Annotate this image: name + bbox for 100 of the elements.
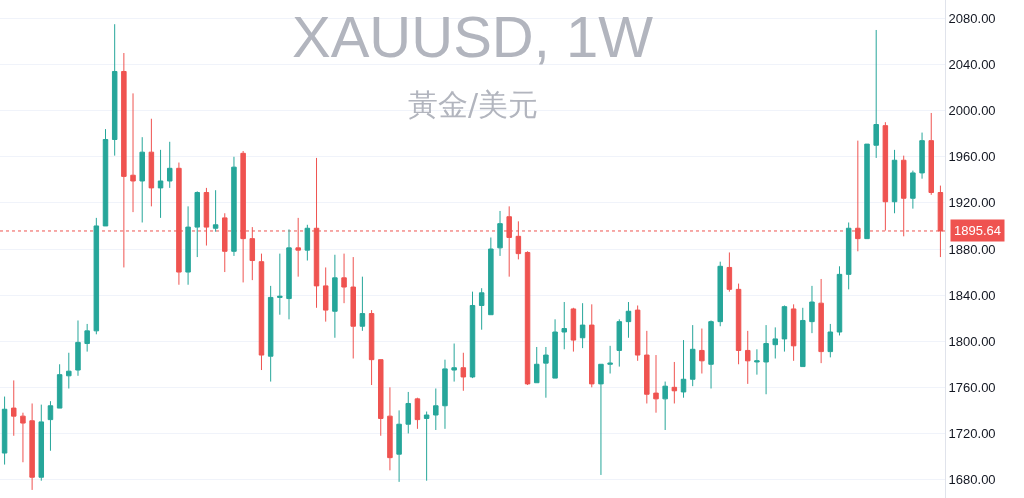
candlestick — [616, 318, 623, 368]
candlestick — [359, 276, 366, 332]
candlestick — [350, 256, 356, 360]
y-tick-label: 2040.00 — [948, 57, 996, 73]
candlestick — [836, 265, 843, 336]
candlestick — [809, 285, 815, 334]
candlestick — [231, 156, 237, 257]
candlestick — [873, 29, 879, 159]
candlestick — [781, 304, 788, 353]
candlestick — [56, 363, 63, 409]
candlestick — [194, 190, 201, 258]
candlestick — [800, 307, 806, 368]
candlestick — [277, 253, 283, 316]
candlestick — [864, 143, 870, 240]
y-tick-label: 1720.00 — [948, 425, 996, 441]
candlestick — [396, 409, 402, 483]
candlestick — [533, 346, 540, 384]
candlestick — [478, 287, 485, 331]
candlestick — [460, 352, 467, 392]
candlestick — [680, 339, 687, 399]
candlestick — [891, 149, 898, 214]
y-tick-label: 1760.00 — [948, 379, 996, 395]
candlestick — [387, 386, 393, 471]
candlestick — [744, 330, 751, 385]
candlestick — [414, 397, 421, 430]
candlestick — [735, 283, 742, 365]
candlestick — [919, 132, 925, 180]
candlestick — [47, 400, 54, 452]
candlestick — [717, 261, 723, 327]
candlestick — [102, 128, 109, 227]
candlestick — [726, 251, 733, 293]
candlestick — [644, 330, 650, 404]
candlestick — [322, 266, 329, 323]
candlestick — [111, 23, 118, 157]
candlestick — [598, 363, 604, 476]
candlestick — [442, 359, 448, 430]
candlestick — [634, 304, 641, 362]
candlestick — [579, 302, 586, 349]
candlestick — [699, 328, 705, 374]
candlestick — [29, 402, 35, 491]
y-tick-label: 1840.00 — [948, 287, 996, 303]
candlestick — [625, 301, 632, 339]
candlestick — [928, 112, 934, 196]
y-tick-label: 2080.00 — [948, 10, 996, 26]
candlestick — [433, 387, 439, 431]
candlestick — [185, 205, 191, 286]
candlestick — [75, 319, 81, 377]
candlestick — [772, 326, 779, 360]
candlestick — [405, 391, 412, 434]
y-tick-label: 1960.00 — [948, 149, 996, 165]
candlestick — [378, 359, 384, 437]
ref-line-label: 1895.64 — [954, 223, 1001, 238]
chart-title: XAUUSD, 1W — [292, 4, 654, 69]
candlestick — [451, 343, 457, 383]
y-tick-label: 2000.00 — [948, 103, 996, 119]
candlestick — [524, 250, 531, 386]
candlestick — [332, 254, 338, 339]
candlestick — [708, 319, 714, 389]
candlestick — [423, 411, 430, 482]
candlestick — [38, 404, 45, 482]
candlestick — [258, 253, 265, 371]
candlestick — [130, 92, 136, 213]
candlestick — [543, 346, 549, 399]
candlestick — [552, 318, 558, 379]
candlestick — [910, 170, 916, 210]
candlestick — [561, 301, 567, 350]
y-tick-label: 1880.00 — [948, 241, 996, 257]
candlestick — [662, 381, 668, 431]
candlestick — [469, 291, 476, 379]
candlestick — [754, 348, 760, 376]
candlestick — [368, 309, 375, 386]
candlestick — [570, 307, 577, 353]
y-tick-label: 1800.00 — [948, 333, 996, 349]
candlestick — [20, 412, 26, 463]
candlestick — [93, 217, 100, 335]
candlestick — [845, 221, 852, 290]
candlestick — [157, 149, 164, 219]
candlestick — [11, 379, 17, 437]
candlestick — [139, 136, 145, 223]
candlestick — [671, 361, 678, 404]
candlestick — [304, 224, 311, 262]
candlestick — [488, 236, 494, 316]
candlestick — [66, 352, 72, 389]
candlestick — [267, 285, 274, 383]
y-tick-label: 1680.00 — [948, 472, 996, 488]
candlestick — [607, 345, 613, 374]
text: 黃金/美元 — [408, 87, 539, 122]
candlestick — [818, 278, 824, 364]
candlestick — [689, 324, 696, 387]
candlestick — [790, 303, 797, 362]
candlestick — [84, 323, 90, 353]
candlestick — [166, 141, 173, 189]
candlestick — [286, 228, 292, 320]
candlestick — [653, 354, 659, 414]
candlestick — [341, 253, 347, 304]
candlestick — [212, 189, 219, 233]
candlestick — [497, 210, 503, 257]
candlestick — [148, 118, 155, 207]
candlestick — [589, 303, 595, 388]
candlestick — [827, 323, 834, 358]
